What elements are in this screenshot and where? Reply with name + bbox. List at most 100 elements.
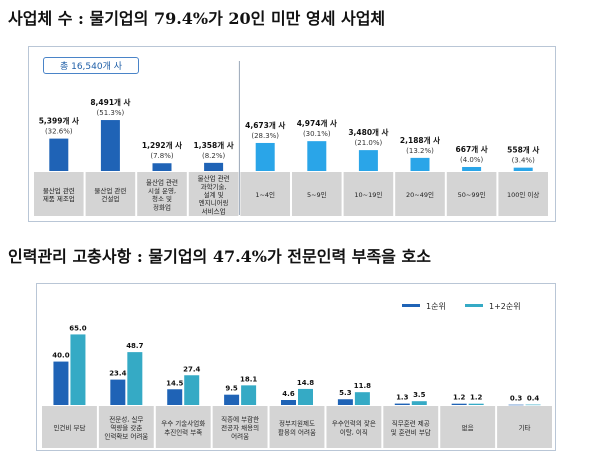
- bar: [307, 141, 327, 171]
- legend-swatch-rank1: [402, 304, 420, 307]
- percent-label: (8.2%): [202, 152, 226, 160]
- value-label-rank12: 1.2: [470, 394, 483, 402]
- category-label: 100인 이상: [507, 190, 539, 199]
- value-label: 8,491개 사: [90, 97, 130, 107]
- bar: [100, 120, 120, 171]
- category-label: 건설업: [101, 194, 119, 203]
- value-label-rank1: 9.5: [225, 385, 238, 393]
- percent-label: (21.0%): [355, 139, 383, 147]
- percent-label: (32.6%): [45, 128, 73, 136]
- value-label: 4,673개 사: [245, 120, 285, 130]
- company-count-chart-panel: 총 16,540개 사 물산업 관련 제품 제조업 5,399개 사 (32.6%) 물…: [28, 46, 556, 222]
- bar-rank1: [224, 394, 240, 405]
- category-label: 1~4인: [255, 190, 275, 199]
- bar-rank1: [508, 404, 524, 406]
- category-label: 설계 및: [204, 190, 224, 199]
- category-label: 엔지니어링: [199, 198, 229, 207]
- value-label-rank1: 14.5: [166, 379, 183, 387]
- value-label: 5,399개 사: [39, 116, 79, 126]
- value-label-rank12: 3.5: [413, 391, 426, 399]
- bar-rank1: [281, 400, 296, 405]
- category-label: 20~49인: [406, 190, 434, 199]
- bar-rank12: [184, 375, 200, 405]
- value-label: 3,480개 사: [348, 127, 388, 137]
- bar: [462, 166, 482, 171]
- category-label: 전공자 채용의: [221, 423, 259, 432]
- top-heading: 사업체 수 : 물기업의 79.4%가 20인 미만 영세 사업체: [8, 9, 386, 28]
- value-label-rank1: 0.3: [510, 395, 523, 403]
- category-label-box: [85, 172, 136, 216]
- category-label-box: [137, 172, 187, 216]
- value-label-rank12: 11.8: [354, 382, 371, 390]
- value-label: 558개 사: [507, 145, 539, 155]
- category-label: 직무훈련 제공: [392, 419, 430, 428]
- category-label-box: [440, 406, 496, 448]
- bar: [358, 150, 378, 171]
- percent-label: (3.4%): [512, 157, 536, 165]
- category-label: 제품 제조업: [43, 195, 75, 203]
- category-label-box: [42, 406, 97, 448]
- category-label: 없음: [462, 424, 474, 432]
- value-label-rank12: 14.8: [297, 379, 314, 387]
- category-label: 물산업 관련: [94, 186, 126, 195]
- category-label: 물산업 관련: [43, 186, 75, 195]
- bar-rank12: [70, 334, 86, 405]
- legend-label-rank12: 1+2순위: [489, 302, 521, 311]
- bar-rank12: [468, 403, 484, 405]
- category-label: 정화업: [153, 202, 171, 211]
- category-label: 활용의 어려움: [278, 427, 316, 436]
- percent-label: (4.0%): [460, 156, 484, 164]
- value-label-rank1: 40.0: [52, 352, 69, 360]
- value-label-rank12: 48.7: [126, 342, 143, 350]
- category-label-box: [212, 406, 268, 448]
- value-label-rank1: 23.4: [109, 370, 126, 378]
- category-label-box: [240, 172, 290, 216]
- category-label-box: [34, 172, 84, 216]
- bar: [410, 157, 430, 171]
- category-label: 및 훈련비 부담: [391, 427, 431, 436]
- value-label: 667개 사: [456, 144, 488, 154]
- percent-label: (30.1%): [303, 130, 331, 138]
- category-label: 기타: [519, 423, 531, 432]
- category-label-box: [383, 406, 439, 448]
- category-label: 정부지원제도: [279, 419, 315, 428]
- bar-rank1: [337, 399, 353, 405]
- value-label-rank12: 65.0: [69, 324, 86, 332]
- category-label-box: [188, 172, 239, 216]
- value-label: 4,974개 사: [297, 118, 337, 128]
- bar-rank1: [394, 403, 410, 405]
- bar-rank12: [298, 388, 313, 405]
- bar-rank12: [241, 385, 257, 405]
- category-label-box: [269, 406, 325, 448]
- category-label-box: [155, 406, 211, 448]
- category-label: 10~19인: [354, 190, 382, 199]
- bar-rank12: [411, 401, 427, 405]
- total-count-badge: 총 16,540개 사: [43, 57, 139, 74]
- percent-label: (7.8%): [150, 152, 174, 160]
- category-label: 추진인력 부족: [164, 427, 202, 436]
- category-label: 청소 및: [152, 195, 172, 203]
- percent-label: (28.3%): [251, 132, 279, 140]
- percent-label: (51.3%): [97, 109, 125, 117]
- category-label-box: [498, 172, 548, 216]
- category-label: 서비스업: [202, 206, 226, 215]
- value-label-rank12: 0.4: [527, 395, 540, 403]
- bar: [204, 162, 224, 171]
- category-label-box: [326, 406, 382, 448]
- category-label-box: [98, 406, 154, 448]
- bar: [49, 138, 69, 171]
- category-label-box: [343, 172, 394, 216]
- legend-swatch-rank12: [465, 304, 483, 307]
- category-label: 인건비 부담: [53, 423, 85, 432]
- category-label: 50~99인: [458, 190, 486, 199]
- bottom-heading: 인력관리 고충사항 : 물기업의 47.4%가 전문인력 부족을 호소: [8, 247, 431, 266]
- value-label-rank1: 1.3: [396, 394, 409, 402]
- value-label-rank12: 18.1: [240, 375, 257, 383]
- value-label-rank1: 5.3: [339, 389, 352, 397]
- value-label: 2,188개 사: [400, 135, 440, 145]
- bar-rank12: [354, 392, 370, 405]
- value-label: 1,292개 사: [142, 140, 182, 150]
- bar-rank12: [525, 404, 541, 406]
- category-label-box: [497, 406, 552, 448]
